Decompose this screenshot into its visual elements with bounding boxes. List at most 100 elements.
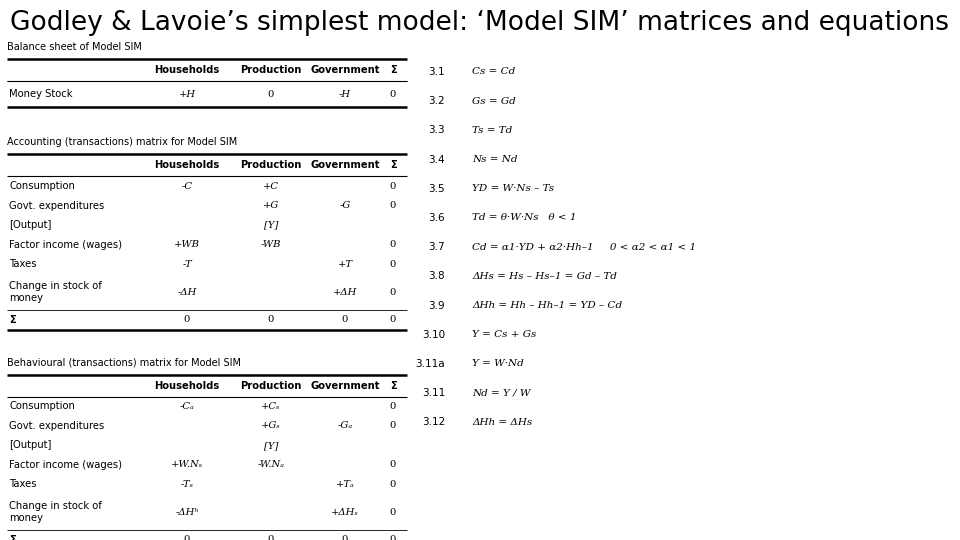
Text: 0: 0 — [342, 315, 348, 325]
Text: Production: Production — [240, 65, 301, 75]
Text: -C: -C — [181, 182, 193, 191]
Text: Balance sheet of Model SIM: Balance sheet of Model SIM — [7, 42, 142, 52]
Text: 3.1: 3.1 — [428, 67, 445, 77]
Text: 3.9: 3.9 — [428, 301, 445, 310]
Text: 0: 0 — [390, 240, 396, 249]
Text: Households: Households — [155, 381, 220, 390]
Text: ΔHh = Hh – Hh–1 = YD – Cd: ΔHh = Hh – Hh–1 = YD – Cd — [472, 301, 622, 310]
Text: Σ: Σ — [390, 381, 396, 390]
Text: 3.12: 3.12 — [421, 417, 445, 427]
Text: 3.2: 3.2 — [428, 96, 445, 106]
Text: 3.6: 3.6 — [428, 213, 445, 223]
Text: 3.11a: 3.11a — [416, 359, 445, 369]
Text: [Output]: [Output] — [9, 440, 52, 450]
Text: -WB: -WB — [261, 240, 281, 249]
Text: 0: 0 — [390, 535, 396, 540]
Text: 3.7: 3.7 — [428, 242, 445, 252]
Text: +Cₛ: +Cₛ — [261, 402, 280, 411]
Text: Government: Government — [310, 65, 380, 75]
Text: +ΔHₛ: +ΔHₛ — [331, 508, 359, 517]
Text: Y = Cs + Gs: Y = Cs + Gs — [472, 330, 537, 339]
Text: Govt. expenditures: Govt. expenditures — [9, 201, 105, 211]
Text: 0: 0 — [390, 90, 396, 99]
Text: 3.10: 3.10 — [421, 330, 445, 340]
Text: ΔHs = Hs – Hs–1 = Gd – Td: ΔHs = Hs – Hs–1 = Gd – Td — [472, 272, 617, 281]
Text: 0: 0 — [390, 260, 396, 269]
Text: +G: +G — [263, 201, 279, 210]
Text: +Gₛ: +Gₛ — [261, 421, 281, 430]
Text: Govt. expenditures: Govt. expenditures — [9, 421, 105, 431]
Text: -Gₐ: -Gₐ — [337, 421, 352, 430]
Text: Behavioural (transactions) matrix for Model SIM: Behavioural (transactions) matrix for Mo… — [7, 357, 241, 368]
Text: Taxes: Taxes — [9, 480, 36, 489]
Text: ΔHh = ΔHs: ΔHh = ΔHs — [472, 418, 532, 427]
Text: Consumption: Consumption — [9, 181, 75, 191]
Text: 0: 0 — [390, 287, 396, 296]
Text: Gs = Gd: Gs = Gd — [472, 97, 516, 106]
Text: Nd = Y / W: Nd = Y / W — [472, 389, 531, 397]
Text: 0: 0 — [390, 421, 396, 430]
Text: [Y]: [Y] — [264, 221, 278, 230]
Text: +ΔH: +ΔH — [333, 287, 357, 296]
Text: +W.Nₛ: +W.Nₛ — [171, 460, 204, 469]
Text: 0: 0 — [183, 535, 190, 540]
Text: Government: Government — [310, 381, 380, 390]
Text: Accounting (transactions) matrix for Model SIM: Accounting (transactions) matrix for Mod… — [7, 138, 237, 147]
Text: Government: Government — [310, 160, 380, 171]
Text: -ΔH: -ΔH — [178, 287, 197, 296]
Text: -G: -G — [339, 201, 350, 210]
Text: Y = W·Nd: Y = W·Nd — [472, 360, 524, 368]
Text: Σ: Σ — [390, 65, 396, 75]
Text: Taxes: Taxes — [9, 259, 36, 269]
Text: Σ: Σ — [390, 160, 396, 171]
Text: +C: +C — [263, 182, 279, 191]
Text: Σ: Σ — [9, 535, 15, 540]
Text: -ΔHʰ: -ΔHʰ — [175, 508, 199, 517]
Text: Factor income (wages): Factor income (wages) — [9, 460, 122, 470]
Text: 0: 0 — [390, 201, 396, 210]
Text: +T: +T — [338, 260, 352, 269]
Text: Td = θ·W·Ns   θ < 1: Td = θ·W·Ns θ < 1 — [472, 213, 577, 222]
Text: Σ: Σ — [9, 315, 15, 325]
Text: Factor income (wages): Factor income (wages) — [9, 240, 122, 249]
Text: Households: Households — [155, 160, 220, 171]
Text: 0: 0 — [390, 182, 396, 191]
Text: [Output]: [Output] — [9, 220, 52, 230]
Text: Consumption: Consumption — [9, 401, 75, 411]
Text: 0: 0 — [390, 402, 396, 411]
Text: Change in stock of
money: Change in stock of money — [9, 281, 102, 303]
Text: Ts = Td: Ts = Td — [472, 126, 513, 135]
Text: 3.11: 3.11 — [421, 388, 445, 398]
Text: +WB: +WB — [174, 240, 200, 249]
Text: -Cₐ: -Cₐ — [180, 402, 194, 411]
Text: 0: 0 — [390, 480, 396, 489]
Text: 3.8: 3.8 — [428, 272, 445, 281]
Text: Production: Production — [240, 381, 301, 390]
Text: 0: 0 — [390, 460, 396, 469]
Text: 3.5: 3.5 — [428, 184, 445, 194]
Text: 0: 0 — [390, 315, 396, 325]
Text: [Y]: [Y] — [264, 441, 278, 450]
Text: 0: 0 — [390, 508, 396, 517]
Text: Households: Households — [155, 65, 220, 75]
Text: 0: 0 — [342, 535, 348, 540]
Text: Change in stock of
money: Change in stock of money — [9, 501, 102, 523]
Text: 3.4: 3.4 — [428, 154, 445, 165]
Text: 0: 0 — [268, 315, 275, 325]
Text: YD = W·Ns – Ts: YD = W·Ns – Ts — [472, 184, 554, 193]
Text: -W.Nₐ: -W.Nₐ — [257, 460, 284, 469]
Text: Production: Production — [240, 160, 301, 171]
Text: 0: 0 — [183, 315, 190, 325]
Text: Godley & Lavoie’s simplest model: ‘Model SIM’ matrices and equations: Godley & Lavoie’s simplest model: ‘Model… — [10, 10, 949, 36]
Text: Cs = Cd: Cs = Cd — [472, 68, 516, 77]
Text: Cd = α1·YD + α2·Hh–1     0 < α2 < α1 < 1: Cd = α1·YD + α2·Hh–1 0 < α2 < α1 < 1 — [472, 242, 696, 252]
Text: -H: -H — [339, 90, 351, 99]
Text: 0: 0 — [268, 90, 275, 99]
Text: 0: 0 — [268, 535, 275, 540]
Text: 3.3: 3.3 — [428, 125, 445, 136]
Text: +H: +H — [179, 90, 196, 99]
Text: -Tₛ: -Tₛ — [180, 480, 194, 489]
Text: +Tₐ: +Tₐ — [336, 480, 354, 489]
Text: Ns = Nd: Ns = Nd — [472, 155, 517, 164]
Text: -T: -T — [182, 260, 192, 269]
